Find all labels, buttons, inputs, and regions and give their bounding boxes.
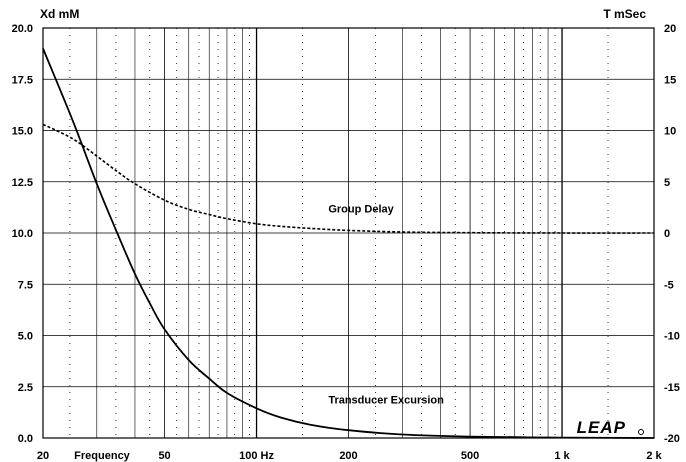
y-left-tick-label: 5.0 [18, 331, 33, 343]
leap-logo-dot [638, 429, 644, 435]
y-right-tick-label: -20 [664, 433, 680, 445]
group-delay-label: Group Delay [328, 204, 394, 216]
y-right-axis-label: T mSec [603, 7, 646, 21]
chart-series [42, 48, 655, 439]
transducer-excursion-label: Transducer Excursion [328, 394, 444, 406]
y-left-tick-label: 0.0 [18, 433, 33, 445]
y-left-tick-label: 20.0 [12, 23, 33, 35]
leap-logo: LEAP [577, 418, 644, 437]
y-right-tick-label: 15 [664, 74, 676, 86]
y-left-axis-label: Xd mM [40, 7, 79, 21]
x-tick-label: 200 [339, 450, 357, 462]
x-axis-label: Frequency [74, 450, 131, 462]
y-right-tick-label: 10 [664, 126, 676, 138]
y-left-tick-label: 17.5 [12, 74, 33, 86]
y-left-tick-label: 2.5 [18, 382, 33, 394]
leap-logo-text: LEAP [577, 418, 626, 437]
y-right-tick-label: -5 [664, 279, 674, 291]
group-delay-line [42, 123, 655, 234]
y-right-tick-label: -10 [664, 331, 680, 343]
x-tick-label: 1 k [554, 450, 570, 462]
chart-axis-labels: 0.0 -20 2.5 -15 5.0 -10 7.5 -5 10.0 0 12.5 5 15.0 10 1… [12, 23, 680, 462]
x-tick-label: 2 k [646, 450, 662, 462]
y-right-tick-label: 5 [664, 177, 670, 189]
y-left-tick-label: 7.5 [18, 279, 33, 291]
y-right-tick-label: -15 [664, 382, 680, 394]
y-right-tick-label: 0 [664, 228, 670, 240]
y-left-tick-label: 12.5 [12, 177, 33, 189]
y-right-tick-label: 20 [664, 23, 676, 35]
x-tick-label: 50 [158, 450, 170, 462]
x-tick-label: 500 [461, 450, 479, 462]
y-left-tick-label: 10.0 [12, 228, 33, 240]
x-tick-label: 100 Hz [239, 450, 274, 462]
x-tick-label: 20 [37, 450, 49, 462]
transducer-excursion-line [42, 48, 655, 439]
y-left-tick-label: 15.0 [12, 126, 33, 138]
